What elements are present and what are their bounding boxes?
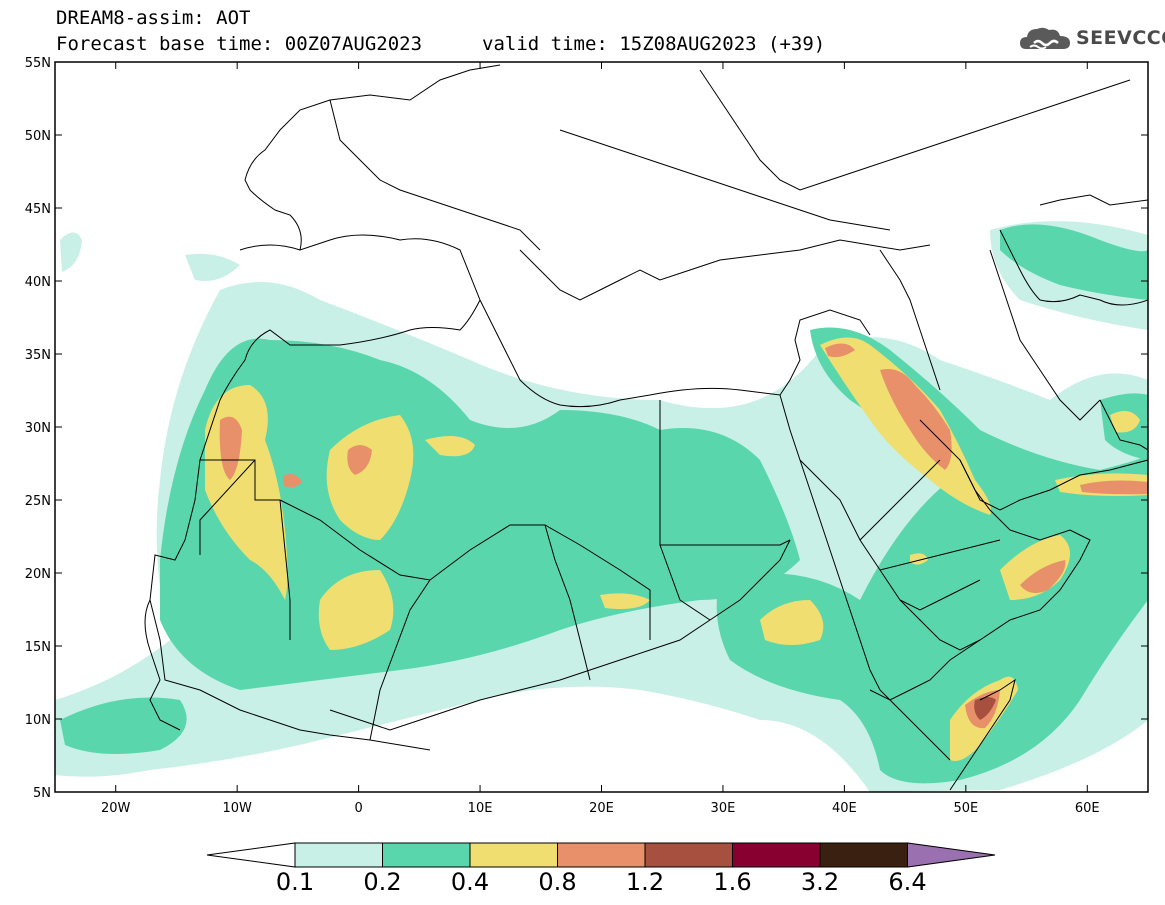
base-time-text: Forecast base time: 00Z07AUG2023 (56, 33, 423, 55)
colorbar-label: 6.4 (888, 868, 927, 896)
forecast-times: Forecast base time: 00Z07AUG2023 valid ti… (56, 33, 825, 55)
colorbar-label: 1.2 (625, 868, 665, 896)
seevccc-logo: SEEVCCC (1018, 22, 1165, 56)
lon-label: 10W (222, 801, 252, 816)
colorbar-label: 0.1 (275, 868, 315, 896)
lat-label: 50N (25, 129, 51, 144)
lat-label: 20N (25, 567, 51, 582)
latitude-axis: 55N 50N 45N 40N 35N 30N 25N 20N 15N 10N 5N (25, 56, 1148, 801)
colorbar-label: 1.6 (713, 868, 752, 896)
lat-label: 5N (33, 786, 51, 801)
lon-label: 10E (468, 801, 493, 816)
colorbar-label: 0.4 (450, 868, 490, 896)
colorbar-label: 3.2 (800, 868, 840, 896)
longitude-axis: 20W 10W 0 10E 20E 30E 40E 50E 60E (101, 62, 1100, 816)
lat-label: 40N (25, 275, 51, 290)
lon-label: 60E (1075, 801, 1100, 816)
lon-label: 50E (953, 801, 978, 816)
lat-label: 10N (25, 713, 51, 728)
colorbar-label: 0.2 (363, 868, 402, 896)
lon-label: 0 (354, 801, 362, 816)
lat-label: 55N (25, 56, 51, 71)
logo-text: SEEVCCC (1076, 27, 1165, 49)
map-title: DREAM8-assim: AOT (56, 7, 251, 29)
cloud-icon (1020, 27, 1070, 50)
lat-label: 25N (25, 494, 51, 509)
valid-time-text: valid time: 15Z08AUG2023 (+39) (482, 33, 826, 55)
aot-field (55, 221, 1148, 792)
lat-label: 15N (25, 640, 51, 655)
colorbar-label: 0.8 (538, 868, 577, 896)
lon-label: 20W (101, 801, 131, 816)
lat-label: 35N (25, 348, 51, 363)
coastlines (144, 64, 1148, 791)
lon-label: 40E (832, 801, 857, 816)
lon-label: 20E (589, 801, 614, 816)
lon-label: 30E (711, 801, 736, 816)
lat-label: 45N (25, 202, 51, 217)
lat-label: 30N (25, 421, 51, 436)
